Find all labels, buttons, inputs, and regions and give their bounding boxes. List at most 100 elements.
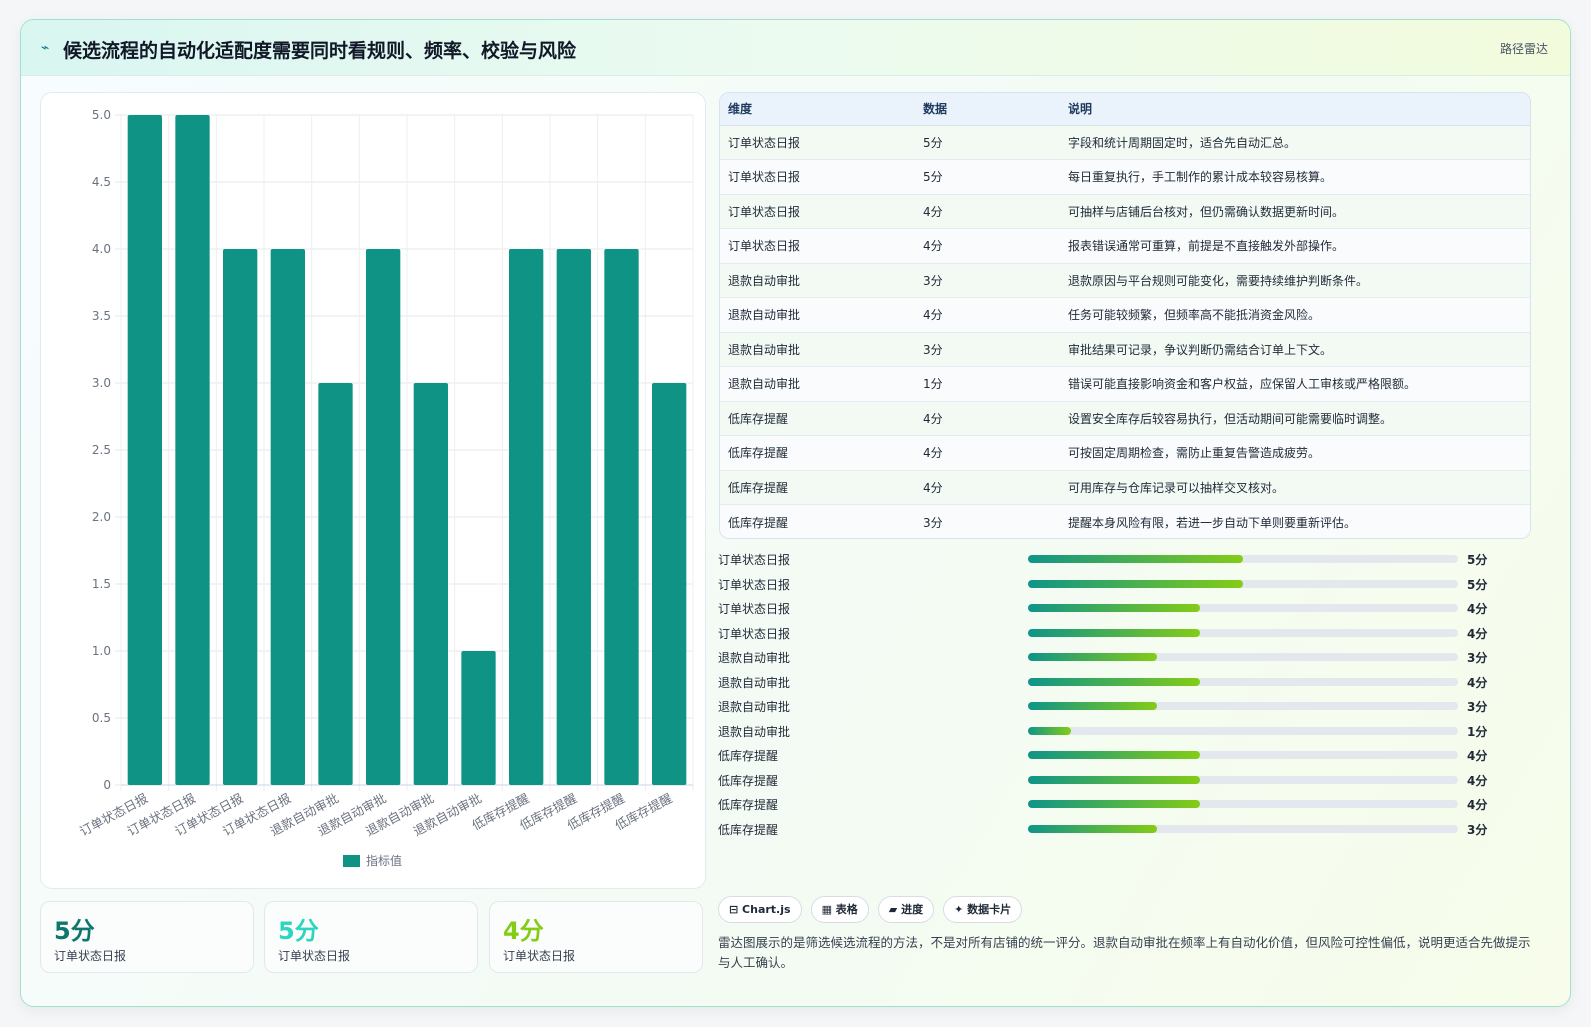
- table-cell: 退款原因与平台规则可能变化，需要持续维护判断条件。: [1060, 263, 1530, 298]
- bar: [175, 115, 210, 785]
- table-row: 订单状态日报 5分 字段和统计周期固定时，适合先自动汇总。: [720, 125, 1530, 160]
- progress-track: [1028, 653, 1458, 661]
- progress-fill: [1028, 824, 1157, 833]
- progress-track: [1028, 604, 1458, 612]
- progress-row: 低库存提醒 4分: [718, 769, 1538, 794]
- progress-value: 1分: [1467, 724, 1488, 739]
- y-tick-label: 4.0: [92, 242, 111, 256]
- progress-track: [1028, 751, 1458, 759]
- table-cell: 任务可能较频繁，但频率高不能抵消资金风险。: [1060, 297, 1530, 333]
- table-cell: 设置安全库存后较容易执行，但活动期间可能需要临时调整。: [1060, 401, 1530, 436]
- bar-chart: 0 0.5 1.0 1.5 2.0 2.5 3.0 3.5 4.0 4.5 5.0 订单状态日报 订单状…: [40, 92, 706, 889]
- bar-chart-svg: 00.51.01.52.02.53.03.54.04.55.0订单状态日报订单状…: [77, 108, 694, 868]
- table-row: 退款自动审批 1分 错误可能直接影响资金和客户权益，应保留人工审核或严格限额。: [720, 366, 1530, 402]
- progress-row: 订单状态日报 4分: [718, 622, 1538, 647]
- progress-value: 5分: [1467, 553, 1488, 567]
- progress-fill: [1028, 677, 1200, 686]
- stat-value: 5分: [278, 917, 319, 945]
- tag-chip[interactable]: ⊟ Chart.js: [718, 896, 802, 923]
- table-cell: 4分: [915, 435, 1060, 471]
- table-cell: 退款自动审批: [720, 366, 915, 402]
- table-row: 订单状态日报 4分 可抽样与店铺后台核对，但仍需确认数据更新时间。: [720, 194, 1530, 229]
- bar: [461, 651, 496, 785]
- progress-row: 订单状态日报 4分: [718, 597, 1538, 622]
- progress-track: [1028, 726, 1458, 735]
- progress-fill: [1028, 800, 1200, 808]
- table-cell: 可按固定周期检查，需防止重复告警造成疲劳。: [1060, 435, 1530, 471]
- progress-value: 5分: [1467, 577, 1488, 592]
- progress-row: 退款自动审批 3分: [718, 646, 1538, 671]
- table-cell: 提醒本身风险有限，若进一步自动下单则要重新评估。: [1060, 504, 1530, 538]
- progress-row: 低库存提醒 4分: [718, 744, 1538, 769]
- stat-card: 5分 订单状态日报: [264, 901, 478, 973]
- bar: [604, 249, 639, 785]
- table-cell: 可用库存与仓库记录可以抽样交叉核对。: [1060, 470, 1530, 505]
- main-card: ⌁ 候选流程的自动化适配度需要同时看规则、频率、校验与风险 路径雷达 0 0.5 1…: [20, 19, 1571, 1007]
- stat-label: 订单状态日报: [54, 949, 127, 963]
- progress-list: 订单状态日报 5分 订单状态日报 5分 订单状态日报 4分 订单状态日报 4分 退款自动审批 3分…: [718, 548, 1538, 842]
- progress-label: 低库存提醒: [718, 773, 779, 788]
- page-title: 候选流程的自动化适配度需要同时看规则、频率、校验与风险: [63, 40, 577, 62]
- progress-fill: [1028, 702, 1157, 710]
- progress-row: 低库存提醒 3分: [718, 818, 1538, 843]
- table-cell: 3分: [915, 504, 1060, 538]
- table-cell: 错误可能直接影响资金和客户权益，应保留人工审核或严格限额。: [1060, 366, 1530, 402]
- table-cell: 字段和统计周期固定时，适合先自动汇总。: [1060, 125, 1530, 160]
- progress-label: 退款自动审批: [718, 700, 791, 714]
- table-row: 订单状态日报 4分 报表错误通常可重算，前提是不直接触发外部操作。: [720, 228, 1530, 264]
- progress-track: [1028, 555, 1458, 563]
- table-cell: 订单状态日报: [720, 125, 915, 160]
- progress-track: [1028, 628, 1458, 637]
- y-tick-label: 4.5: [92, 175, 111, 189]
- y-tick-label: 3.0: [92, 376, 111, 390]
- table-cell: 5分: [915, 159, 1060, 195]
- progress-label: 退款自动审批: [718, 675, 791, 690]
- progress-label: 退款自动审批: [718, 651, 791, 665]
- table-cell: 退款自动审批: [720, 297, 915, 333]
- progress-label: 订单状态日报: [718, 626, 791, 641]
- summary-note: 雷达图展示的是筛选候选流程的方法，不是对所有店铺的统一评分。退款自动审批在频率上…: [718, 935, 1531, 970]
- tag-chip[interactable]: ✦ 数据卡片: [943, 896, 1023, 923]
- bar: [652, 383, 687, 785]
- progress-fill: [1028, 775, 1200, 784]
- y-tick-label: 2.0: [92, 510, 111, 524]
- bar: [556, 249, 591, 785]
- table-cell: 退款自动审批: [720, 263, 915, 298]
- legend-swatch: [343, 855, 360, 867]
- table-cell: 4分: [915, 228, 1060, 264]
- progress-value: 3分: [1467, 822, 1488, 837]
- table-cell: 5分: [915, 125, 1060, 160]
- bar: [127, 115, 162, 785]
- progress-value: 4分: [1467, 798, 1488, 812]
- table-row: 退款自动审批 4分 任务可能较频繁，但频率高不能抵消资金风险。: [720, 297, 1530, 333]
- table-cell: 低库存提醒: [720, 504, 915, 538]
- table-cell: 订单状态日报: [720, 159, 915, 195]
- table-row: 低库存提醒 4分 设置安全库存后较容易执行，但活动期间可能需要临时调整。: [720, 401, 1530, 436]
- tag-chip[interactable]: ▦ 表格: [810, 896, 869, 923]
- table-cell: 订单状态日报: [720, 228, 915, 264]
- table-row: 低库存提醒 3分 提醒本身风险有限，若进一步自动下单则要重新评估。: [720, 504, 1530, 538]
- progress-fill: [1028, 555, 1243, 563]
- progress-label: 退款自动审批: [718, 724, 791, 739]
- table-cell: 可抽样与店铺后台核对，但仍需确认数据更新时间。: [1060, 194, 1530, 229]
- table-cell: 低库存提醒: [720, 435, 915, 471]
- progress-row: 退款自动审批 1分: [718, 720, 1538, 745]
- progress-track: [1028, 775, 1458, 784]
- progress-track: [1028, 579, 1458, 588]
- chip-row: ⊟ Chart.js ▦ 表格 ▰ 进度 ✦ 数据卡片: [718, 896, 1031, 923]
- legend-label: 指标值: [366, 853, 402, 868]
- tag-chip[interactable]: ▰ 进度: [877, 896, 935, 923]
- y-tick-label: 3.5: [92, 309, 111, 323]
- bolt-icon: ⌁: [41, 40, 50, 56]
- bar: [509, 249, 544, 785]
- progress-fill: [1028, 579, 1243, 588]
- table-cell: 4分: [915, 470, 1060, 505]
- progress-row: 退款自动审批 4分: [718, 671, 1538, 696]
- progress-value: 4分: [1467, 749, 1488, 763]
- table-row: 低库存提醒 4分 可按固定周期检查，需防止重复告警造成疲劳。: [720, 435, 1530, 471]
- progress-row: 低库存提醒 4分: [718, 793, 1538, 818]
- table-header: 数据: [915, 93, 1060, 126]
- y-tick-label: 1.5: [92, 577, 111, 591]
- data-table: 维度 数据 说明 订单状态日报 5分 字段和统计周期固定时，适合先自动汇总。 订单状态日报…: [719, 92, 1531, 539]
- table-cell: 低库存提醒: [720, 401, 915, 436]
